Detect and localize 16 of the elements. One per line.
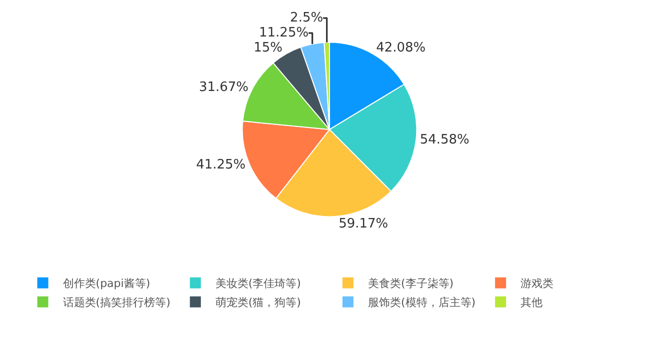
data-label: 15% [254,40,283,56]
data-label: 2.5% [290,10,324,26]
data-label: 54.58% [420,132,470,148]
data-label: 11.25% [258,26,309,41]
data-label: 59.17% [338,216,388,232]
legend-label: 美妆类(李佳琦等) [215,277,301,290]
legend-label: 萌宠类(猫，狗等) [215,296,301,310]
legend-label: 创作类(papi酱等) [62,277,150,290]
legend-label: 美食类(李子柒等) [368,277,454,290]
legend-label: 游戏类 [520,277,554,290]
data-label: 42.08% [376,40,426,56]
legend-label: 服饰类(模特，店主等) [368,296,476,310]
data-label: 31.67% [198,80,249,95]
legend-label: 话题类(搞笑排行榜等) [62,296,170,310]
legend-label: 其他 [520,296,543,310]
data-label: 41.25% [196,158,246,173]
